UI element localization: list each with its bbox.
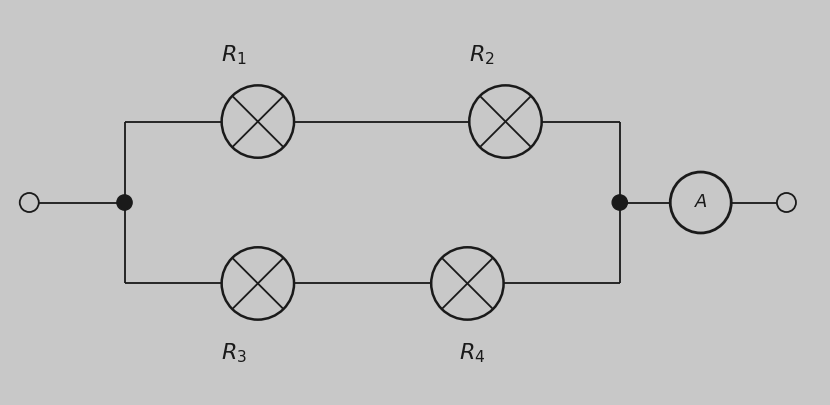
Text: $R_4$: $R_4$	[459, 341, 486, 365]
Text: $A$: $A$	[694, 194, 708, 211]
Circle shape	[117, 195, 132, 210]
Circle shape	[613, 195, 627, 210]
Text: $R_2$: $R_2$	[469, 43, 495, 67]
Text: $R_3$: $R_3$	[221, 341, 247, 365]
Text: $R_1$: $R_1$	[221, 43, 247, 67]
